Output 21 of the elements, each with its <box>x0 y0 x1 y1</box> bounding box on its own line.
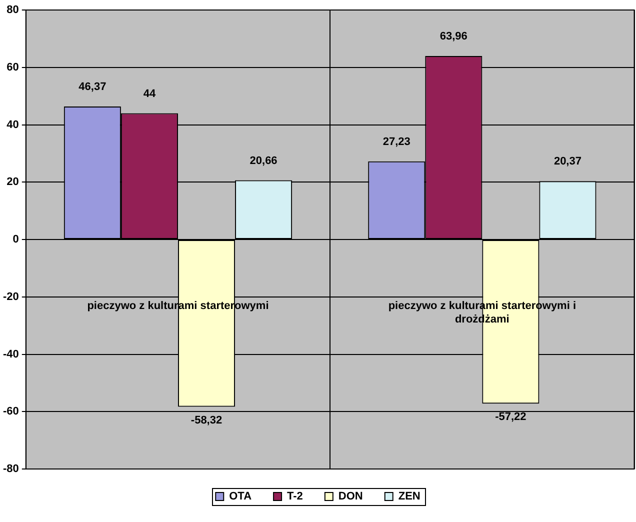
y-tick-label: 20 <box>6 176 19 188</box>
data-label: -58,32 <box>190 414 222 426</box>
y-tick-label: 40 <box>6 118 19 131</box>
legend-label: T-2 <box>287 490 303 503</box>
data-label: 20,66 <box>250 154 278 167</box>
data-label: -57,22 <box>495 411 526 424</box>
y-tick-label: -80 <box>2 463 19 476</box>
data-label: 44 <box>143 88 156 100</box>
y-tick-label: 80 <box>6 4 19 16</box>
data-label: 46,37 <box>78 81 106 94</box>
data-label: 20,37 <box>554 156 582 168</box>
data-label: 27,23 <box>382 136 410 148</box>
legend-label: DON <box>338 490 363 503</box>
legend-label: OTA <box>229 490 252 503</box>
y-tick-label: -20 <box>2 290 19 303</box>
data-label: 63,96 <box>440 30 468 43</box>
legend-label: ZEN <box>398 490 420 503</box>
y-tick-label: 60 <box>6 61 19 74</box>
y-tick-label: 0 <box>12 234 19 246</box>
y-tick-label: -60 <box>2 406 19 418</box>
y-tick-label: -40 <box>2 348 19 360</box>
